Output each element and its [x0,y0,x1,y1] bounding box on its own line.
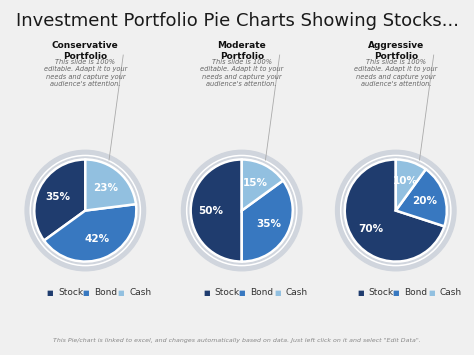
Text: Stock: Stock [215,288,240,297]
Circle shape [341,155,451,266]
Circle shape [32,157,139,264]
Wedge shape [242,159,283,211]
Text: Cash: Cash [440,288,462,297]
Text: Stock: Stock [369,288,394,297]
Text: Stock: Stock [58,288,83,297]
Text: Cash: Cash [129,288,152,297]
Text: ■: ■ [274,290,281,296]
Text: This slide is 100%
editable. Adapt it to your
needs and capture your
audience's : This slide is 100% editable. Adapt it to… [354,59,438,87]
Wedge shape [85,159,136,211]
Wedge shape [345,159,444,262]
Text: Investment Portfolio Pie Charts Showing Stocks...: Investment Portfolio Pie Charts Showing … [16,12,458,31]
Circle shape [187,155,297,266]
Text: 42%: 42% [84,234,109,244]
Text: This Pie/chart is linked to excel, and changes automatically based on data. Just: This Pie/chart is linked to excel, and c… [53,338,421,343]
Text: 10%: 10% [393,176,418,186]
Text: 70%: 70% [358,224,383,234]
Text: 35%: 35% [46,192,71,202]
Circle shape [336,150,456,271]
Circle shape [188,157,295,264]
Text: Conservative
Portfolio: Conservative Portfolio [52,41,118,61]
Text: 35%: 35% [256,219,282,229]
Text: Cash: Cash [286,288,308,297]
Text: Bond: Bond [250,288,273,297]
Text: ■: ■ [118,290,124,296]
Wedge shape [34,159,85,241]
Text: 20%: 20% [412,196,438,206]
Text: 50%: 50% [199,206,224,215]
Text: 15%: 15% [243,178,268,188]
Text: ■: ■ [203,290,210,296]
Text: ■: ■ [82,290,89,296]
Text: This slide is 100%
editable. Adapt it to your
needs and capture your
audience's : This slide is 100% editable. Adapt it to… [200,59,283,87]
Text: Bond: Bond [404,288,428,297]
Circle shape [182,150,302,271]
Wedge shape [396,159,426,211]
Text: Bond: Bond [94,288,117,297]
Wedge shape [44,204,137,262]
Wedge shape [396,169,447,226]
Circle shape [25,150,146,271]
Text: ■: ■ [238,290,245,296]
Wedge shape [191,159,242,262]
Text: ■: ■ [46,290,53,296]
Text: Aggressive
Portfolio: Aggressive Portfolio [368,41,424,61]
Text: ■: ■ [428,290,435,296]
Text: Moderate
Portfolio: Moderate Portfolio [218,41,266,61]
Text: This slide is 100%
editable. Adapt it to your
needs and capture your
audience's : This slide is 100% editable. Adapt it to… [44,59,127,87]
Circle shape [342,157,449,264]
Text: 23%: 23% [93,182,118,192]
Circle shape [30,155,140,266]
Text: ■: ■ [357,290,364,296]
Text: ■: ■ [392,290,399,296]
Wedge shape [242,181,293,262]
